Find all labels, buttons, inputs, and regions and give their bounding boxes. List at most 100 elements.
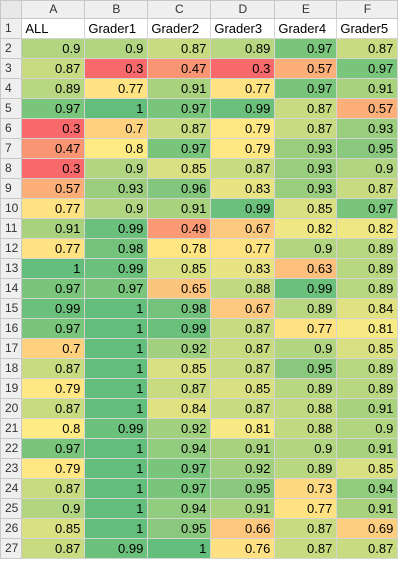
row-header[interactable]: 7	[0, 138, 23, 159]
row-header[interactable]: 20	[0, 398, 23, 419]
data-cell[interactable]: 0.87	[336, 178, 399, 199]
data-cell[interactable]: 0.81	[210, 418, 276, 439]
data-cell[interactable]: 0.97	[21, 98, 86, 119]
data-cell[interactable]: 0.94	[147, 498, 212, 519]
data-cell[interactable]: 0.92	[210, 458, 276, 479]
data-cell[interactable]: 0.77	[274, 318, 338, 339]
data-cell[interactable]: 0.87	[210, 358, 276, 379]
data-cell[interactable]: 0.73	[274, 478, 338, 499]
data-cell[interactable]: 0.89	[274, 298, 338, 319]
data-cell[interactable]: 0.85	[210, 378, 276, 399]
row-header[interactable]: 23	[0, 458, 23, 479]
data-cell[interactable]: 0.87	[210, 158, 276, 179]
data-cell[interactable]: 0.97	[21, 278, 86, 299]
data-cell[interactable]: 0.95	[274, 358, 338, 379]
data-cell[interactable]: 1	[84, 358, 149, 379]
cell-header-grader5[interactable]: Grader5	[336, 18, 399, 39]
data-cell[interactable]: 1	[21, 258, 86, 279]
data-cell[interactable]: 0.99	[84, 538, 149, 559]
data-cell[interactable]: 0.92	[147, 418, 212, 439]
row-header[interactable]: 25	[0, 498, 23, 519]
data-cell[interactable]: 0.3	[210, 58, 276, 79]
data-cell[interactable]: 0.84	[336, 298, 399, 319]
cell-header-grader2[interactable]: Grader2	[147, 18, 212, 39]
row-header[interactable]: 5	[0, 98, 23, 119]
data-cell[interactable]: 0.87	[336, 38, 399, 59]
row-header[interactable]: 8	[0, 158, 23, 179]
data-cell[interactable]: 0.3	[84, 58, 149, 79]
data-cell[interactable]: 0.93	[274, 158, 338, 179]
data-cell[interactable]: 0.9	[84, 158, 149, 179]
data-cell[interactable]: 0.89	[274, 458, 338, 479]
data-cell[interactable]: 1	[84, 398, 149, 419]
data-cell[interactable]: 0.92	[147, 338, 212, 359]
data-cell[interactable]: 0.97	[147, 138, 212, 159]
data-cell[interactable]: 0.84	[147, 398, 212, 419]
data-cell[interactable]: 0.87	[210, 398, 276, 419]
data-cell[interactable]: 0.57	[274, 58, 338, 79]
data-cell[interactable]: 0.83	[210, 178, 276, 199]
data-cell[interactable]: 0.82	[336, 218, 399, 239]
data-cell[interactable]: 0.87	[210, 338, 276, 359]
cell-header-grader4[interactable]: Grader4	[274, 18, 338, 39]
data-cell[interactable]: 0.79	[210, 138, 276, 159]
data-cell[interactable]: 0.91	[210, 438, 276, 459]
data-cell[interactable]: 0.9	[336, 418, 399, 439]
data-cell[interactable]: 0.93	[274, 178, 338, 199]
data-cell[interactable]: 0.99	[210, 198, 276, 219]
data-cell[interactable]: 0.91	[336, 438, 399, 459]
data-cell[interactable]: 0.97	[147, 98, 212, 119]
data-cell[interactable]: 0.87	[274, 98, 338, 119]
column-header-b[interactable]: B	[84, 0, 149, 19]
data-cell[interactable]: 0.9	[21, 498, 86, 519]
data-cell[interactable]: 0.87	[147, 378, 212, 399]
row-header[interactable]: 6	[0, 118, 23, 139]
data-cell[interactable]: 0.99	[274, 278, 338, 299]
data-cell[interactable]: 0.77	[21, 198, 86, 219]
data-cell[interactable]: 0.9	[274, 238, 338, 259]
data-cell[interactable]: 0.85	[147, 358, 212, 379]
data-cell[interactable]: 0.87	[21, 398, 86, 419]
data-cell[interactable]: 0.9	[84, 38, 149, 59]
data-cell[interactable]: 0.99	[84, 218, 149, 239]
data-cell[interactable]: 0.91	[210, 498, 276, 519]
data-cell[interactable]: 0.9	[21, 38, 86, 59]
data-cell[interactable]: 0.99	[147, 318, 212, 339]
data-cell[interactable]: 0.93	[84, 178, 149, 199]
data-cell[interactable]: 0.76	[210, 538, 276, 559]
data-cell[interactable]: 0.99	[84, 258, 149, 279]
data-cell[interactable]: 0.99	[210, 98, 276, 119]
data-cell[interactable]: 0.9	[274, 438, 338, 459]
data-cell[interactable]: 0.77	[84, 78, 149, 99]
data-cell[interactable]: 1	[84, 98, 149, 119]
row-header[interactable]: 21	[0, 418, 23, 439]
data-cell[interactable]: 0.95	[210, 478, 276, 499]
data-cell[interactable]: 0.93	[336, 118, 399, 139]
data-cell[interactable]: 1	[84, 378, 149, 399]
row-header[interactable]: 17	[0, 338, 23, 359]
data-cell[interactable]: 0.95	[147, 518, 212, 539]
data-cell[interactable]: 0.89	[336, 258, 399, 279]
data-cell[interactable]: 0.77	[21, 238, 86, 259]
data-cell[interactable]: 0.89	[336, 378, 399, 399]
data-cell[interactable]: 0.67	[210, 218, 276, 239]
data-cell[interactable]: 0.69	[336, 518, 399, 539]
data-cell[interactable]: 1	[84, 498, 149, 519]
data-cell[interactable]: 0.85	[336, 338, 399, 359]
data-cell[interactable]: 0.87	[21, 538, 86, 559]
data-cell[interactable]: 0.77	[210, 78, 276, 99]
data-cell[interactable]: 0.91	[336, 78, 399, 99]
row-header[interactable]: 13	[0, 258, 23, 279]
data-cell[interactable]: 0.89	[274, 378, 338, 399]
select-all-corner[interactable]	[0, 0, 23, 19]
data-cell[interactable]: 0.47	[147, 58, 212, 79]
data-cell[interactable]: 0.87	[147, 118, 212, 139]
data-cell[interactable]: 0.97	[21, 438, 86, 459]
data-cell[interactable]: 0.96	[147, 178, 212, 199]
cell-header-grader1[interactable]: Grader1	[84, 18, 149, 39]
data-cell[interactable]: 0.79	[21, 458, 86, 479]
data-cell[interactable]: 0.78	[147, 238, 212, 259]
data-cell[interactable]: 0.65	[147, 278, 212, 299]
data-cell[interactable]: 0.67	[210, 298, 276, 319]
data-cell[interactable]: 0.91	[336, 498, 399, 519]
